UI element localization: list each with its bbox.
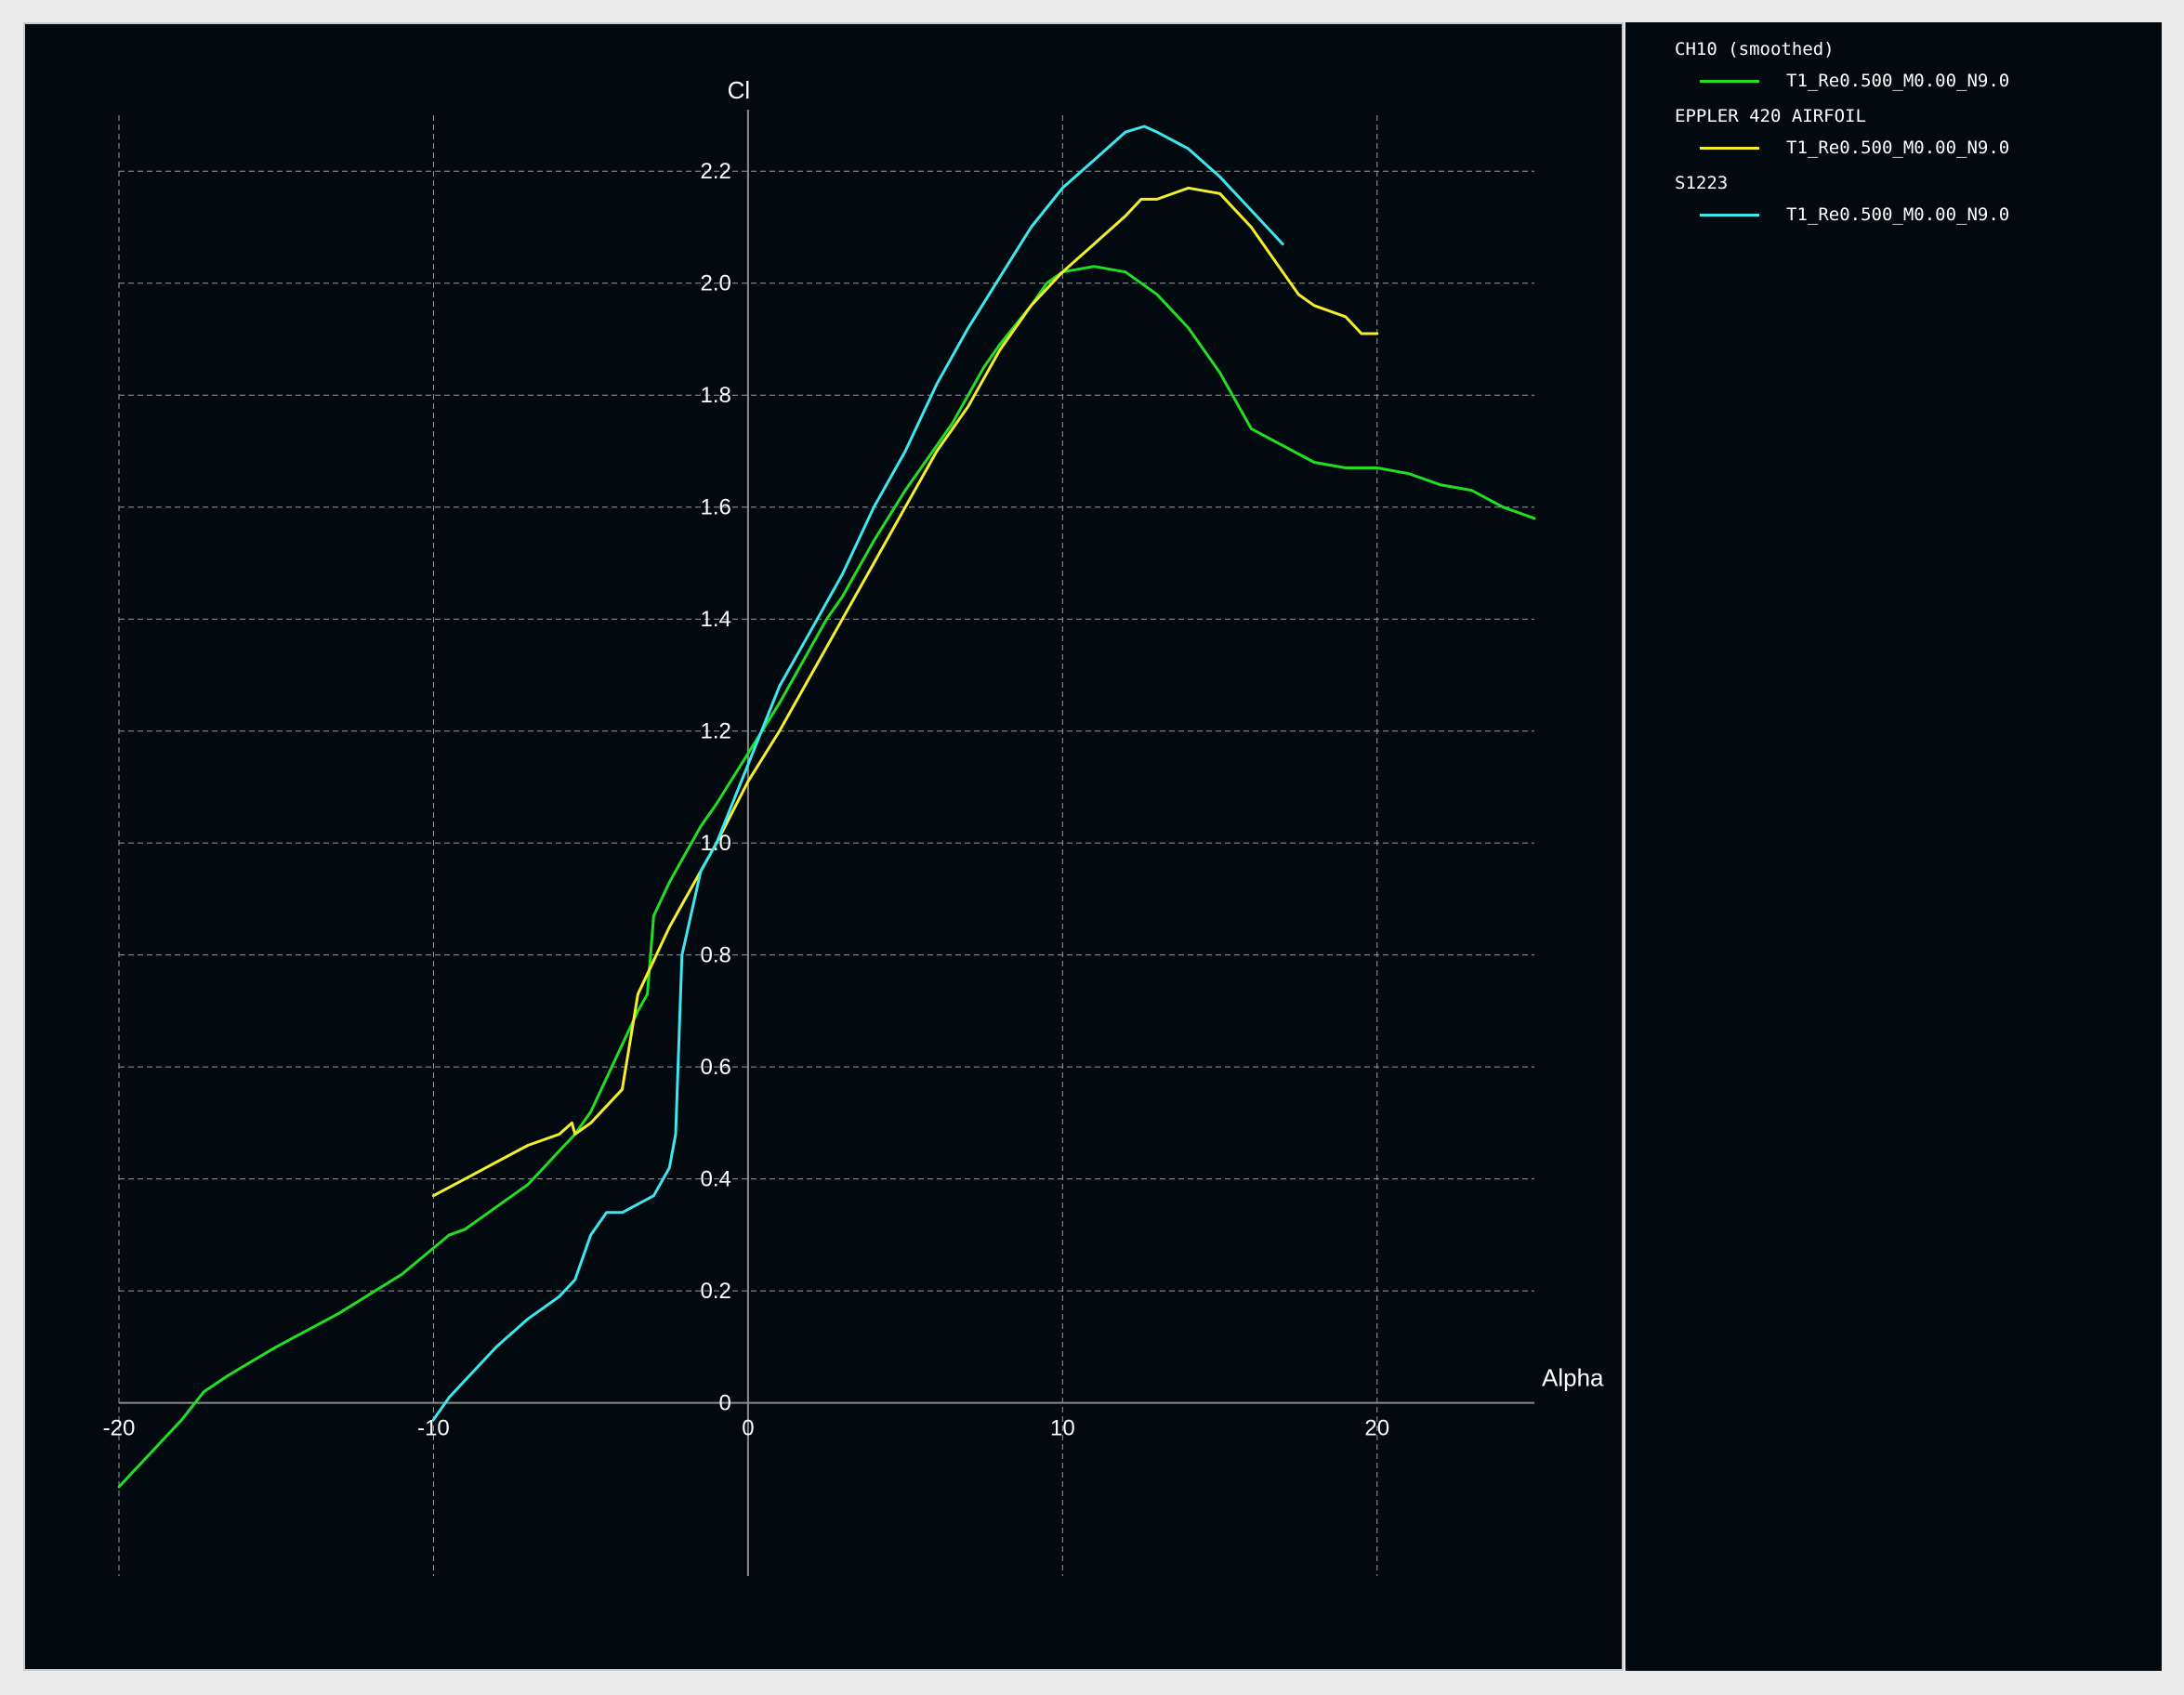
- series-line-2: [431, 125, 1284, 1422]
- legend-entry-s1223[interactable]: S1223 T1_Re0.500_M0.00_N9.0: [1675, 173, 2139, 229]
- x-axis-title: Alpha: [1542, 1364, 1604, 1392]
- axes: [119, 110, 1534, 1576]
- y-axis-title: Cl: [728, 76, 751, 104]
- legend-swatch: [1700, 147, 1759, 150]
- legend-panel: CH10 (smoothed) T1_Re0.500_M0.00_N9.0 EP…: [1625, 22, 2162, 1671]
- x-tick-label: 20: [1364, 1416, 1389, 1441]
- y-tick-label: 2.0: [701, 271, 731, 296]
- grid: [118, 115, 1534, 1576]
- legend-series-name: EPPLER 420 AIRFOIL: [1675, 106, 1866, 126]
- y-tick-label: 1.6: [701, 495, 731, 520]
- y-tick-label: 0: [719, 1391, 731, 1416]
- series-lines: [117, 125, 1536, 1489]
- legend-series-subtitle: T1_Re0.500_M0.00_N9.0: [1786, 71, 2010, 91]
- plot-panel: -20 -10 0 10 20 0 0.2 0.4 0.6 0.8 1.0 1.2 1.4 1.6 1.8 2…: [23, 22, 1624, 1671]
- legend-series-subtitle: T1_Re0.500_M0.00_N9.0: [1786, 204, 2010, 225]
- x-tick-label: 0: [742, 1416, 754, 1441]
- tick-labels: -20 -10 0 10 20 0 0.2 0.4 0.6 0.8 1.0 1.2 1.4 1.6 1.8 2…: [103, 76, 1604, 1441]
- legend-entry-ch10[interactable]: CH10 (smoothed) T1_Re0.500_M0.00_N9.0: [1675, 39, 2139, 95]
- series-line-0: [117, 265, 1536, 1489]
- y-tick-label: 1.8: [701, 383, 731, 408]
- x-tick-label: -10: [417, 1416, 450, 1441]
- cl-alpha-chart: -20 -10 0 10 20 0 0.2 0.4 0.6 0.8 1.0 1.2 1.4 1.6 1.8 2…: [103, 76, 1604, 1576]
- x-tick-label: 10: [1050, 1416, 1075, 1441]
- y-tick-label: 0.6: [701, 1055, 731, 1080]
- legend-swatch: [1700, 80, 1759, 83]
- legend-series-name: CH10 (smoothed): [1675, 39, 1835, 59]
- y-tick-label: 1.4: [701, 607, 731, 632]
- legend-swatch: [1700, 214, 1759, 217]
- y-tick-label: 2.2: [701, 159, 731, 184]
- series-line-1: [431, 186, 1379, 1198]
- legend-series-subtitle: T1_Re0.500_M0.00_N9.0: [1786, 138, 2010, 158]
- legend-series-name: S1223: [1675, 173, 1729, 193]
- y-tick-label: 1.0: [701, 831, 731, 856]
- x-tick-label: -20: [103, 1416, 136, 1441]
- y-tick-label: 1.2: [701, 719, 731, 744]
- legend-entry-eppler420[interactable]: EPPLER 420 AIRFOIL T1_Re0.500_M0.00_N9.0: [1675, 106, 2139, 162]
- y-tick-label: 0.2: [701, 1279, 731, 1304]
- y-tick-label: 0.4: [701, 1167, 731, 1192]
- y-tick-label: 0.8: [701, 943, 731, 968]
